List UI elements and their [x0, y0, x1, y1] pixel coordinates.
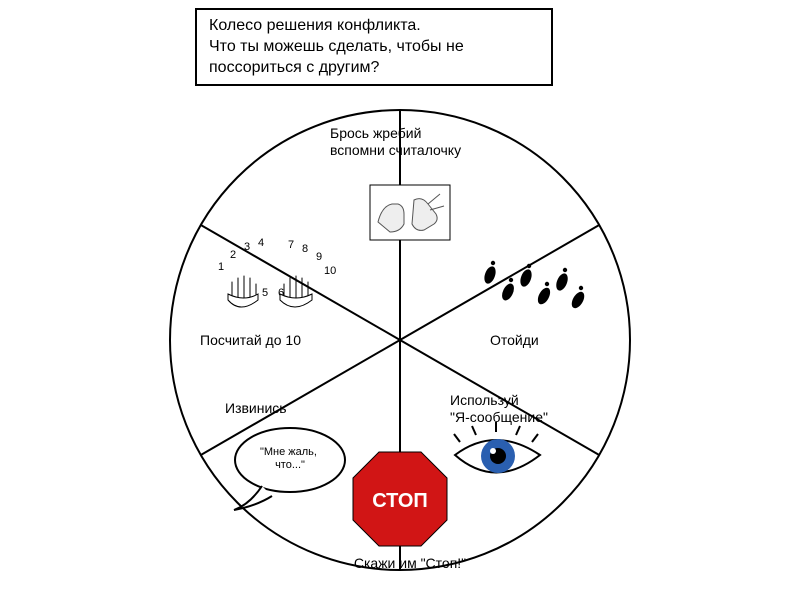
rps-icon: [370, 185, 450, 240]
label-top: Брось жребий вспомни считалочку: [330, 125, 461, 159]
svg-text:9: 9: [316, 251, 322, 263]
svg-text:7: 7: [288, 239, 294, 251]
label-left: Посчитай до 10: [200, 332, 301, 349]
svg-text:5: 5: [262, 287, 268, 299]
label-bottom: Скажи им "Стоп!": [350, 555, 470, 572]
label-bot-right: Используй "Я-сообщение": [450, 392, 548, 426]
svg-text:1: 1: [218, 261, 224, 273]
svg-text:10: 10: [324, 265, 336, 277]
stop-sign-text: СТОП: [372, 490, 428, 512]
label-right: Отойди: [490, 332, 539, 349]
conflict-wheel: СТОП "Мне жаль, что..." 1 2 3 4 7 8 9 10…: [0, 0, 800, 600]
stop-sign-icon: СТОП: [353, 452, 447, 546]
svg-text:8: 8: [302, 243, 308, 255]
svg-text:3: 3: [244, 241, 250, 253]
svg-text:4: 4: [258, 237, 264, 249]
wheel-svg: СТОП "Мне жаль, что..." 1 2 3 4 7 8 9 10…: [0, 0, 800, 600]
svg-text:2: 2: [230, 249, 236, 261]
label-bot-left: Извинись: [225, 400, 287, 417]
